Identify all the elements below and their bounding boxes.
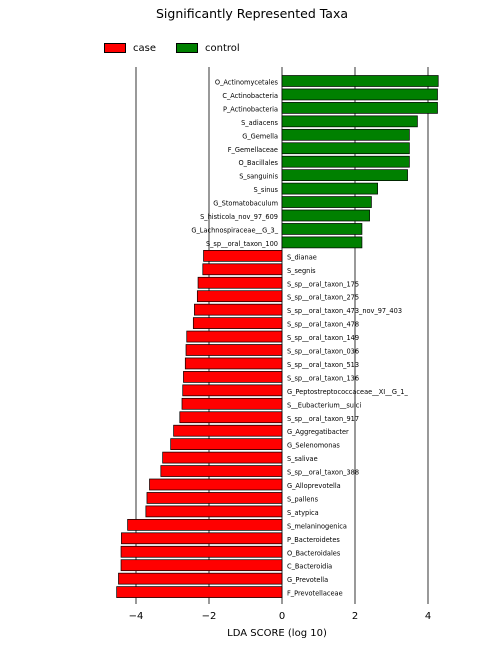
bar-label-11: G_Lachnospiraceae__G_3_: [191, 226, 278, 234]
bar-control-9: [281, 196, 372, 208]
bar-label-8: S_sinus: [253, 186, 278, 194]
bar-case-21: [184, 357, 283, 370]
bar-control-12: [281, 236, 363, 249]
bar-label-10: S_histicola_nov_97_609: [200, 213, 278, 221]
bar-label-22: S_sp__oral_taxon_136: [287, 374, 359, 382]
bar-label-12: S_sp__oral_taxon_100: [206, 240, 278, 248]
legend-item-case: case: [104, 40, 156, 56]
bar-label-30: G_Alloprevotella: [287, 482, 341, 490]
bar-label-18: S_sp__oral_taxon_478: [287, 321, 359, 329]
bar-case-23: [182, 384, 283, 397]
bar-case-13: [203, 250, 283, 262]
bar-control-10: [281, 209, 370, 222]
bar-label-25: S_sp__oral_taxon_917: [287, 415, 359, 423]
bar-case-35: [120, 545, 283, 558]
bar-control-11: [281, 223, 363, 235]
x-axis-label: LDA SCORE (log 10): [227, 628, 327, 639]
bar-label-19: S_sp__oral_taxon_149: [287, 334, 359, 342]
bar-control-6: [281, 155, 410, 168]
bar-case-14: [202, 263, 283, 276]
x-tick-label-1: −2: [202, 611, 217, 622]
bar-case-25: [179, 411, 283, 424]
bar-case-15: [197, 276, 283, 289]
bar-layer: [116, 75, 439, 598]
chart-title: Significantly Represented Taxa: [155, 6, 349, 21]
legend-swatch-control: [176, 43, 198, 53]
bar-label-layer: O_Actinomycetales C_Actinobacteria P_Actin…: [191, 79, 408, 598]
bar-label-36: C_Bacteroidia: [287, 563, 332, 571]
bar-label-38: F_Prevotellaceae: [287, 590, 343, 598]
bar-case-17: [194, 303, 283, 316]
bar-label-7: S_sanguinis: [239, 173, 278, 181]
bar-case-31: [146, 492, 283, 504]
bar-case-37: [118, 572, 283, 585]
bar-label-31: S_pallens: [287, 495, 319, 503]
bar-label-29: S_sp__oral_taxon_388: [287, 469, 359, 477]
bar-case-38: [116, 586, 283, 598]
bar-case-33: [127, 518, 283, 531]
bar-case-16: [196, 290, 283, 303]
bar-label-9: G_Stomatobaculum: [213, 200, 278, 208]
bar-case-18: [192, 317, 283, 329]
bar-label-17: S_sp__oral_taxon_473_nov_97_403: [287, 307, 402, 315]
bar-label-13: S_dianae: [287, 253, 317, 261]
bar-label-21: S_sp__oral_taxon_513: [287, 361, 359, 369]
bar-case-24: [181, 397, 283, 410]
bar-case-30: [149, 478, 283, 491]
bar-control-8: [281, 182, 378, 195]
bar-case-28: [162, 451, 283, 464]
bar-label-24: S__Eubacterium__sulci: [287, 401, 361, 409]
bar-control-5: [281, 142, 410, 155]
bar-case-26: [173, 424, 283, 437]
bar-label-15: S_sp__oral_taxon_175: [287, 280, 359, 288]
bar-control-7: [281, 169, 408, 181]
bar-label-23: G_Peptostreptococcaceae__XI__G_1_: [287, 388, 408, 396]
bar-label-14: S_segnis: [287, 267, 316, 275]
bar-label-35: O_Bacteroidales: [287, 549, 341, 557]
bar-label-28: S_salivae: [287, 455, 318, 463]
bar-case-22: [183, 371, 283, 383]
bar-case-36: [120, 559, 283, 572]
bar-label-1: C_Actinobacteria: [222, 92, 278, 100]
bar-control-4: [281, 128, 410, 141]
x-tick-label-3: 2: [352, 611, 358, 622]
x-tick-label-2: 0: [279, 611, 285, 622]
x-tick-label-0: −4: [129, 611, 144, 622]
bar-label-0: O_Actinomycetales: [215, 79, 279, 87]
legend-swatch-case: [104, 43, 126, 53]
x-tick-label-4: 4: [425, 611, 431, 622]
bar-label-33: S_melaninogenica: [287, 522, 347, 530]
bar-label-27: G_Selenomonas: [287, 442, 340, 450]
bar-label-32: S_atypica: [287, 509, 319, 517]
bar-label-6: O_Bacillales: [238, 159, 278, 167]
bar-case-20: [185, 344, 283, 356]
bar-label-2: P_Actinobacteria: [223, 105, 278, 113]
bar-case-19: [186, 330, 283, 343]
bar-label-34: P_Bacteroidetes: [287, 536, 340, 544]
bar-control-0: [281, 75, 439, 87]
bar-control-3: [281, 115, 418, 128]
bar-label-20: S_sp__oral_taxon_036: [287, 348, 359, 356]
bar-label-4: G_Gemella: [242, 132, 278, 140]
bar-case-29: [160, 465, 283, 477]
x-axis: −4 −2 0 2 4: [129, 600, 431, 622]
bar-control-1: [281, 88, 438, 101]
legend-item-control: control: [176, 40, 240, 56]
legend-label-case: case: [133, 42, 156, 54]
bar-label-26: G_Aggregatibacter: [287, 428, 349, 436]
bar-label-3: S_adiacens: [241, 119, 278, 127]
bar-label-5: F_Gemellaceae: [228, 146, 278, 154]
bar-label-16: S_sp__oral_taxon_275: [287, 294, 359, 302]
bar-control-2: [281, 102, 438, 114]
bar-case-27: [170, 438, 283, 450]
bar-case-34: [121, 532, 283, 545]
bar-case-32: [145, 505, 283, 518]
legend-label-control: control: [205, 42, 240, 54]
bar-label-37: G_Prevotella: [287, 576, 328, 584]
